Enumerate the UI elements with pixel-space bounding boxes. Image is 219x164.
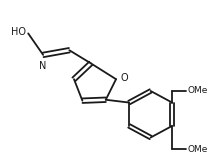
- Text: O: O: [121, 73, 128, 83]
- Text: HO: HO: [11, 27, 26, 37]
- Text: N: N: [39, 61, 47, 71]
- Text: OMe: OMe: [187, 145, 207, 154]
- Text: OMe: OMe: [187, 86, 207, 95]
